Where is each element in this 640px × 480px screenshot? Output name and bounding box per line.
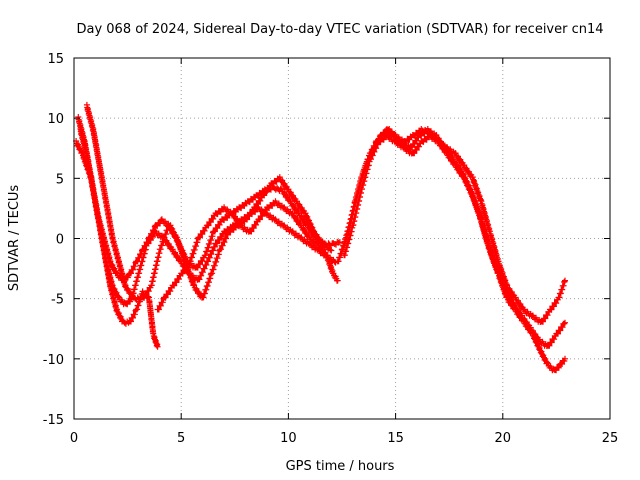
series-track-5 xyxy=(77,126,339,308)
chart-ticks: 0 5 10 15 20 25 -15 -10 -5 0 5 10 15 xyxy=(43,52,619,446)
chart-marks xyxy=(73,101,568,374)
data-points-track-8 xyxy=(341,132,568,325)
x-tick-label: 0 xyxy=(70,431,78,446)
chart-title: Day 068 of 2024, Sidereal Day-to-day VTE… xyxy=(76,22,603,37)
x-tick-label: 5 xyxy=(177,431,185,446)
chart-grid xyxy=(74,58,610,419)
series-track-4 xyxy=(83,101,335,303)
x-axis-label: GPS time / hours xyxy=(286,459,395,474)
y-axis-label: SDTVAR / TECUs xyxy=(7,185,22,292)
y-tick-label: -15 xyxy=(43,413,64,428)
y-tick-label: 10 xyxy=(47,112,64,127)
series-track-8 xyxy=(341,132,568,325)
data-points-track-4 xyxy=(83,101,335,303)
y-tick-label: -10 xyxy=(43,353,64,368)
y-tick-label: 0 xyxy=(56,233,64,248)
x-tick-label: 10 xyxy=(280,431,297,446)
x-tick-label: 15 xyxy=(387,431,404,446)
series-track-3 xyxy=(154,198,341,313)
data-points-track-3 xyxy=(154,198,341,313)
y-tick-label: -5 xyxy=(51,293,64,308)
y-tick-label: 5 xyxy=(56,172,64,187)
y-tick-label: 15 xyxy=(47,52,64,67)
x-tick-label: 20 xyxy=(495,431,512,446)
data-points-track-5 xyxy=(77,126,339,308)
x-tick-label: 25 xyxy=(602,431,619,446)
